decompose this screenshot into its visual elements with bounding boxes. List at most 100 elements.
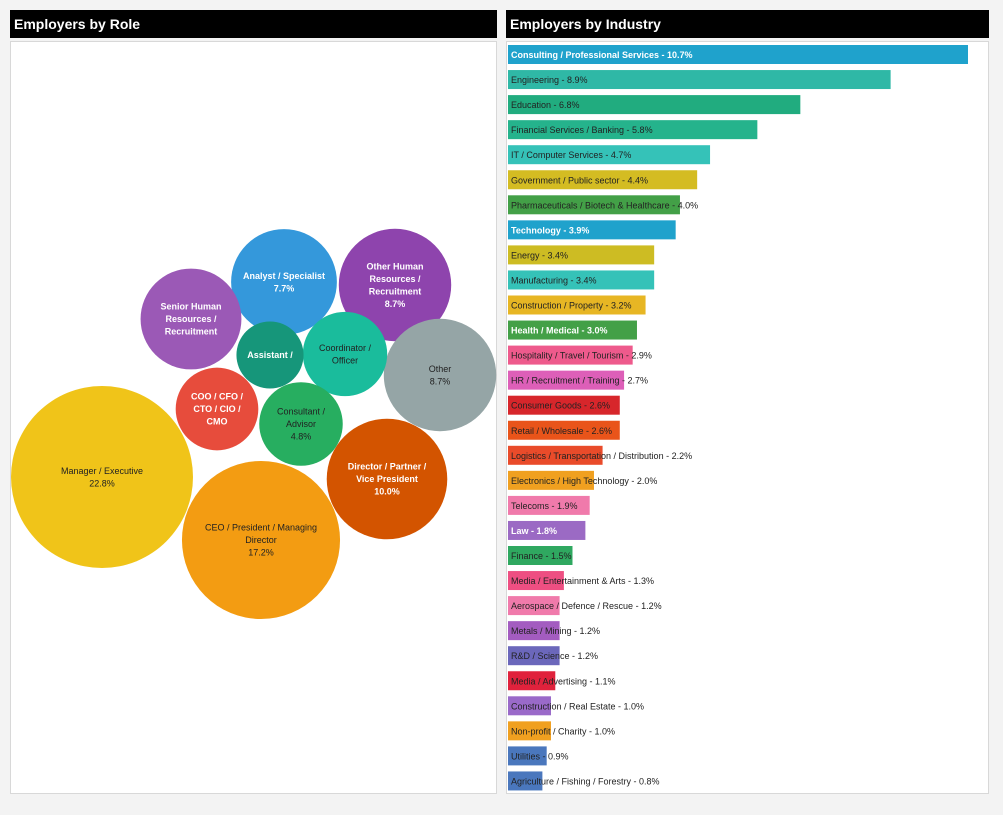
bar-rect — [508, 70, 891, 90]
bar-label: Manufacturing - 3.4% — [511, 275, 597, 285]
bar-label: Hospitality / Travel / Tourism - 2.9% — [511, 351, 652, 361]
bubble-circle — [231, 229, 337, 335]
bubble-label: 8.7% — [430, 376, 451, 386]
bar-label: Electronics / High Technology - 2.0% — [511, 476, 657, 486]
bubble-circle — [181, 460, 341, 620]
bar-metals-mining: Metals / Mining - 1.2% — [508, 621, 600, 641]
industry-chart-title: Employers by Industry — [506, 10, 989, 38]
bubble-label: Director / Partner / — [348, 462, 427, 472]
bar-rect — [508, 696, 551, 716]
bar-rect — [508, 546, 573, 565]
bubble-label: 17.2% — [248, 548, 274, 558]
bar-rect — [508, 120, 758, 140]
bar-construction-property: Construction / Property - 3.2% — [508, 295, 646, 315]
bubble-label: Recruitment — [369, 286, 422, 296]
bar-rect — [508, 746, 547, 766]
bubble-circle — [175, 367, 259, 451]
bar-rect — [508, 45, 968, 64]
bar-label: Construction / Real Estate - 1.0% — [511, 701, 644, 711]
bar-label: Finance - 1.5% — [511, 551, 572, 561]
bar-label: HR / Recruitment / Training - 2.7% — [511, 376, 648, 386]
bar-randd-science: R&D / Science - 1.2% — [508, 646, 598, 666]
bar-technology: Technology - 3.9% — [508, 220, 676, 240]
bubble-circle — [338, 228, 452, 342]
bar-label: Retail / Wholesale - 2.6% — [511, 426, 612, 436]
bar-energy: Energy - 3.4% — [508, 245, 655, 265]
bar-rect — [508, 771, 543, 791]
bubble-label: Other Human — [366, 261, 423, 271]
bubble-manager-executive: Manager / Executive 22.8% — [11, 386, 193, 568]
role-bubble-chart: Manager / Executive 22.8% CEO / President … — [10, 41, 497, 794]
bubble-label: 10.0% — [374, 487, 400, 497]
bar-consulting-professional-services: Consulting / Professional Services - 10.… — [508, 45, 968, 64]
bubble-coordinator: Coordinator / Officer — [302, 311, 388, 397]
bar-rect — [508, 395, 620, 415]
bar-label: Logistics / Transportation / Distributio… — [511, 451, 692, 461]
bar-label: R&D / Science - 1.2% — [511, 651, 598, 661]
bar-rect — [508, 370, 625, 390]
bubble-circle — [383, 318, 497, 432]
bubble-label: Director — [245, 535, 277, 545]
bar-finance: Finance - 1.5% — [508, 546, 573, 565]
bar-label: Engineering - 8.9% — [511, 75, 588, 85]
bubble-label: Vice President — [356, 474, 418, 484]
bubble-circle — [326, 418, 448, 540]
bar-government-public-sector: Government / Public sector - 4.4% — [508, 170, 698, 190]
bar-health-medical: Health / Medical - 3.0% — [508, 320, 637, 340]
bubble-circle — [11, 386, 193, 568]
bubble-label: Consultant / — [277, 407, 326, 417]
bar-label: Pharmaceuticals / Biotech & Healthcare -… — [511, 200, 698, 210]
bar-label: Construction / Property - 3.2% — [511, 301, 632, 311]
bar-label: Law - 1.8% — [511, 526, 557, 536]
bar-hospitality-travel-tourism: Hospitality / Travel / Tourism - 2.9% — [508, 345, 652, 365]
bar-rect — [508, 95, 801, 115]
bar-rect — [508, 320, 637, 340]
bar-media-entertainment-and-arts: Media / Entertainment & Arts - 1.3% — [508, 571, 654, 591]
bar-hr-recruitment-training: HR / Recruitment / Training - 2.7% — [508, 370, 648, 390]
bar-label: Financial Services / Banking - 5.8% — [511, 125, 653, 135]
bubble-other: Other 8.7% — [383, 318, 497, 432]
industry-bar-chart: Consulting / Professional Services - 10.… — [506, 41, 989, 794]
bar-engineering: Engineering - 8.9% — [508, 70, 891, 90]
bubble-label: 7.7% — [274, 283, 295, 293]
bar-label: Media / Advertising - 1.1% — [511, 676, 616, 686]
bar-rect — [508, 520, 586, 540]
bar-it-computer-services: IT / Computer Services - 4.7% — [508, 145, 711, 165]
bubble-label: Senior Human — [160, 302, 221, 312]
bar-telecoms: Telecoms - 1.9% — [508, 495, 590, 515]
bar-logistics-transportation-distribution: Logistics / Transportation / Distributio… — [508, 445, 692, 465]
bar-rect — [508, 170, 698, 190]
bar-label: Metals / Mining - 1.2% — [511, 626, 600, 636]
bubble-label: Recruitment — [165, 327, 218, 337]
bar-label: Government / Public sector - 4.4% — [511, 175, 648, 185]
bar-label: Energy - 3.4% — [511, 250, 568, 260]
bar-rect — [508, 145, 711, 165]
bar-rect — [508, 195, 680, 215]
role-chart-title: Employers by Role — [10, 10, 497, 38]
bar-manufacturing: Manufacturing - 3.4% — [508, 270, 655, 290]
bar-label: Utilities - 0.9% — [511, 751, 569, 761]
bar-label: Consulting / Professional Services - 10.… — [511, 50, 693, 60]
bubble-label: CEO / President / Managing — [205, 523, 317, 533]
bar-agriculture-fishing-forestry: Agriculture / Fishing / Forestry - 0.8% — [508, 771, 660, 791]
bar-label: Non-profit / Charity - 1.0% — [511, 726, 615, 736]
bubble-circle — [236, 321, 304, 389]
bar-chart-svg: Consulting / Professional Services - 10.… — [508, 45, 968, 791]
bubble-label: CMO — [207, 417, 228, 427]
bubble-label: Coordinator / — [319, 343, 372, 353]
bubble-senior-human: Senior Human Resources / Recruitment — [140, 268, 242, 370]
bar-electronics-high-technology: Electronics / High Technology - 2.0% — [508, 470, 657, 490]
bar-label: IT / Computer Services - 4.7% — [511, 150, 631, 160]
bar-rect — [508, 495, 590, 515]
bar-rect — [508, 445, 603, 465]
bubble-other-human: Other Human Resources / Recruitment 8.7% — [338, 228, 452, 342]
bubble-coo-cfo: COO / CFO / CTO / CIO / CMO — [175, 367, 259, 451]
bar-label: Education - 6.8% — [511, 100, 580, 110]
bubble-ceo-president-managing: CEO / President / Managing Director 17.2% — [181, 460, 341, 620]
bar-rect — [508, 295, 646, 315]
bubble-label: Other — [429, 364, 452, 374]
bar-pharmaceuticals-biotech-and-healthcare: Pharmaceuticals / Biotech & Healthcare -… — [508, 195, 698, 215]
bar-media-advertising: Media / Advertising - 1.1% — [508, 671, 616, 691]
bubble-label: Manager / Executive — [61, 466, 143, 476]
bubble-label: Resources / — [369, 274, 421, 284]
